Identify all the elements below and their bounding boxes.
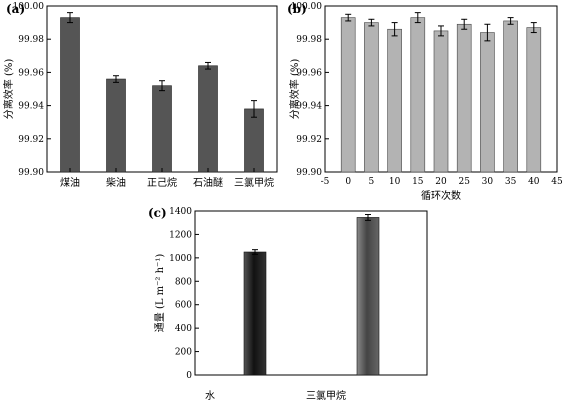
panel-a: (a) 99.90 99.92 99.94 99.96 99.98 100.00 煤油 柴油… <box>2 2 278 189</box>
panel-c-plot-frame <box>194 210 428 376</box>
panel-a-category-label: 柴油 <box>106 176 126 189</box>
panel-b-bar <box>456 23 472 173</box>
panel-b-xtick-label: 45 <box>551 177 563 187</box>
panel-a-ytick-label: 99.92 <box>18 135 44 145</box>
panel-b-xtick-label: 35 <box>505 177 517 187</box>
panel-b-bar <box>410 17 426 173</box>
panel-a-ylabel: 分离效率 (%) <box>2 59 15 120</box>
panel-b-xtick-label: 20 <box>435 177 447 187</box>
panel-c-bar <box>243 251 267 376</box>
panel-b-ytick-label: 100.00 <box>291 2 323 12</box>
panel-a-bar <box>244 108 264 173</box>
panel-a-category-label: 煤油 <box>60 176 80 189</box>
panel-b-bar <box>433 30 449 173</box>
panel-b-bar <box>340 17 356 173</box>
panel-c-category-label: 水 <box>205 390 215 402</box>
panel-a-category-label: 正己烷 <box>147 176 177 189</box>
panel-b-xtick-label: 30 <box>482 177 494 187</box>
panel-c-ytick-label: 600 <box>175 301 192 311</box>
panel-a-category-label: 石油醚 <box>193 176 223 189</box>
panel-c-category-label: 三氯甲烷 <box>306 389 346 402</box>
panel-b-bar <box>503 20 518 173</box>
panel-b-xtick-label: 15 <box>412 177 424 187</box>
panel-c-ytick-label: 200 <box>175 348 192 358</box>
panel-b-xlabel: 循环次数 <box>421 189 461 202</box>
panel-a-bar <box>198 65 218 173</box>
panel-a-category-label: 三氯甲烷 <box>234 176 274 189</box>
panel-c: (c) 0 200 400 600 800 1000 1200 1400 水 三氯甲烷 通量 (… <box>148 206 428 402</box>
panel-b-ytick-label: 99.92 <box>296 135 322 145</box>
panel-a-bar <box>106 78 126 173</box>
panel-b-ytick-label: 99.96 <box>296 68 322 78</box>
panel-b-xtick-label: 25 <box>458 177 470 187</box>
panel-b-bar <box>480 32 495 173</box>
panel-b-label: (b) <box>287 2 307 16</box>
panel-b-ytick-label: 99.90 <box>296 168 322 178</box>
panel-a-ytick-label: 99.96 <box>18 68 44 78</box>
panel-c-ylabel: 通量 (L m⁻² h⁻¹) <box>154 254 166 333</box>
panel-a-ytick-label: 99.98 <box>18 35 44 45</box>
panel-a-ytick-label: 99.94 <box>18 102 44 112</box>
panel-b-ytick-label: 99.98 <box>296 35 322 45</box>
panel-b: (b) 99.90 99.92 99.94 99.96 99.98 100.00 -5 0 5 1… <box>287 2 563 202</box>
panel-a-ytick-label: 100.00 <box>13 2 45 12</box>
panel-b-bar <box>526 27 542 173</box>
panel-c-ytick-label: 800 <box>175 277 192 287</box>
panel-a-bar <box>152 85 172 173</box>
panel-c-ytick-label: 1400 <box>169 207 192 217</box>
panel-a-bar <box>60 17 80 173</box>
panel-b-bar <box>364 22 379 173</box>
panel-c-ytick-label: 1000 <box>169 254 192 264</box>
panel-c-bar <box>356 217 380 376</box>
panel-b-xtick-label: 10 <box>389 177 401 187</box>
panel-b-xtick-label: 0 <box>345 177 351 187</box>
panel-c-ytick-label: 1200 <box>169 230 192 240</box>
panel-b-ytick-label: 99.94 <box>296 102 322 112</box>
panel-b-xtick-label: 5 <box>369 177 375 187</box>
panel-b-xtick-label: -5 <box>321 177 330 187</box>
panel-a-label: (a) <box>6 2 25 16</box>
panel-c-label: (c) <box>148 206 167 220</box>
panel-c-ytick-label: 400 <box>175 324 192 334</box>
panel-b-xtick-label: 40 <box>528 177 540 187</box>
panel-a-ytick-label: 99.90 <box>18 168 44 178</box>
panel-b-bar <box>387 28 402 173</box>
panel-c-ytick-label: 0 <box>186 371 192 381</box>
panel-b-ylabel: 分离效率 (%) <box>288 59 301 120</box>
